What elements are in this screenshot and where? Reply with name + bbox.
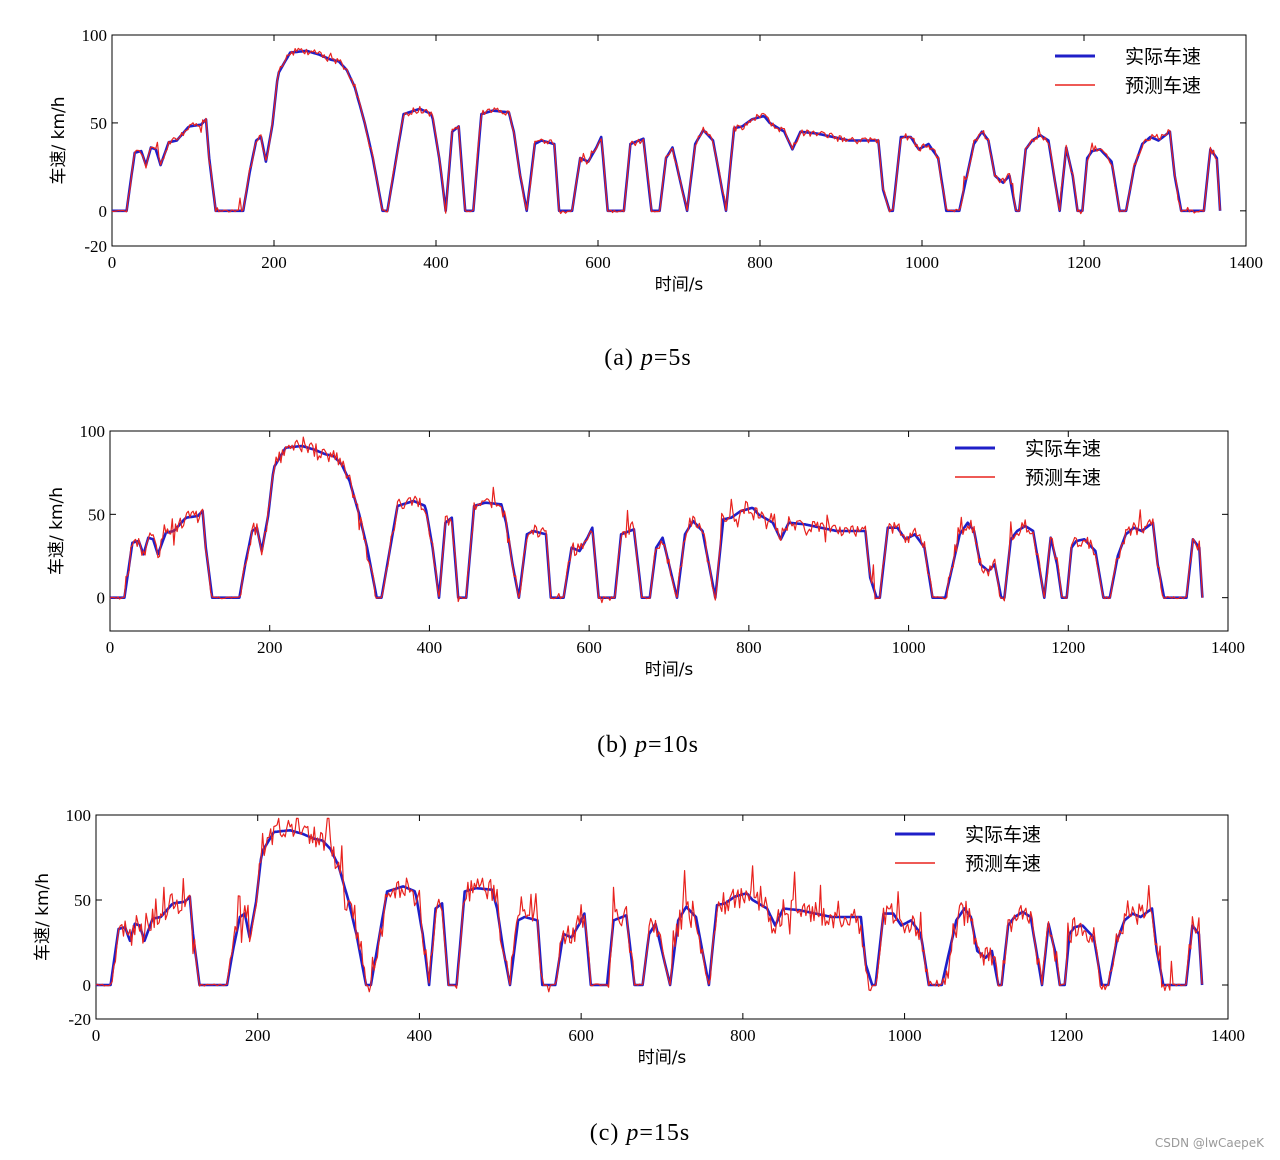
x-tick-label: 200 <box>261 253 287 272</box>
source-credit: CSDN @lwCaepeK <box>1154 1136 1264 1150</box>
chart-panel-c: 0 200 400 600 800 1000 1200 1400-20050100时间/s车速… <box>33 806 1245 1146</box>
x-tick-label: 0 <box>92 1026 101 1045</box>
x-tick-label: 600 <box>576 638 602 657</box>
panel-caption: (c) p=15s <box>590 1120 691 1146</box>
x-tick-label: 1200 <box>1051 638 1085 657</box>
y-axis-label: 车速/ km/h <box>33 873 53 961</box>
panel-caption: (b) p=10s <box>597 732 699 758</box>
x-tick-label: 0 <box>108 253 117 272</box>
legend-label: 实际车速 <box>1125 46 1201 68</box>
x-tick-label: 1000 <box>888 1026 922 1045</box>
y-tick-label: -20 <box>84 237 107 256</box>
panel-caption: (a) p=5s <box>604 345 692 371</box>
legend-label: 预测车速 <box>1125 75 1201 97</box>
x-tick-label: 200 <box>257 638 283 657</box>
y-tick-label: 50 <box>88 505 105 524</box>
y-tick-label: 100 <box>66 806 92 825</box>
x-tick-label: 1400 <box>1211 1026 1245 1045</box>
x-tick-label: 800 <box>730 1026 756 1045</box>
y-tick-label: 0 <box>99 202 108 221</box>
x-tick-label: 400 <box>407 1026 433 1045</box>
legend-label: 实际车速 <box>1025 438 1101 460</box>
x-tick-label: 1200 <box>1067 253 1101 272</box>
legend-label: 预测车速 <box>1025 467 1101 489</box>
x-tick-label: 200 <box>245 1026 271 1045</box>
x-tick-label: 1400 <box>1211 638 1245 657</box>
chart-panel-b: 0 200 400 600 800 1000 1200 1400 0 50 100 时间/s 车速/ k… <box>47 422 1245 758</box>
plot-frame <box>95 814 1229 1020</box>
x-tick-label: 600 <box>585 253 611 272</box>
x-axis-label: 时间/s <box>645 660 694 680</box>
x-tick-label: 400 <box>417 638 443 657</box>
y-axis-label: 车速/ km/h <box>49 96 69 184</box>
x-tick-label: 1200 <box>1049 1026 1083 1045</box>
x-tick-label: 1000 <box>892 638 926 657</box>
legend-label: 实际车速 <box>965 824 1041 846</box>
y-tick-label: 100 <box>82 26 108 45</box>
x-tick-label: 600 <box>568 1026 594 1045</box>
y-tick-label: 0 <box>83 976 92 995</box>
plot-frame <box>109 430 1229 632</box>
x-tick-label: 800 <box>747 253 773 272</box>
y-axis-label: 车速/ km/h <box>47 487 67 575</box>
y-tick-label: -20 <box>68 1010 91 1029</box>
y-tick-label: 50 <box>90 114 107 133</box>
chart-panel-a: 0 200 400 600 800 1000 1200 1400-20050100时间/s车速… <box>49 26 1263 371</box>
x-tick-label: 400 <box>423 253 449 272</box>
y-tick-label: 50 <box>74 891 91 910</box>
plot-frame <box>111 34 1247 247</box>
x-tick-label: 800 <box>736 638 762 657</box>
x-tick-label: 1400 <box>1229 253 1263 272</box>
x-axis-label: 时间/s <box>638 1048 687 1068</box>
series-line-predicted <box>109 436 1203 604</box>
x-tick-label: 1000 <box>905 253 939 272</box>
y-tick-label: 100 <box>80 422 106 441</box>
series-line-predicted <box>95 817 1203 993</box>
series-line-predicted <box>111 47 1221 215</box>
x-tick-label: 0 <box>106 638 115 657</box>
y-tick-label: 0 <box>97 589 106 608</box>
legend-label: 预测车速 <box>965 853 1041 875</box>
x-axis-label: 时间/s <box>655 275 704 295</box>
